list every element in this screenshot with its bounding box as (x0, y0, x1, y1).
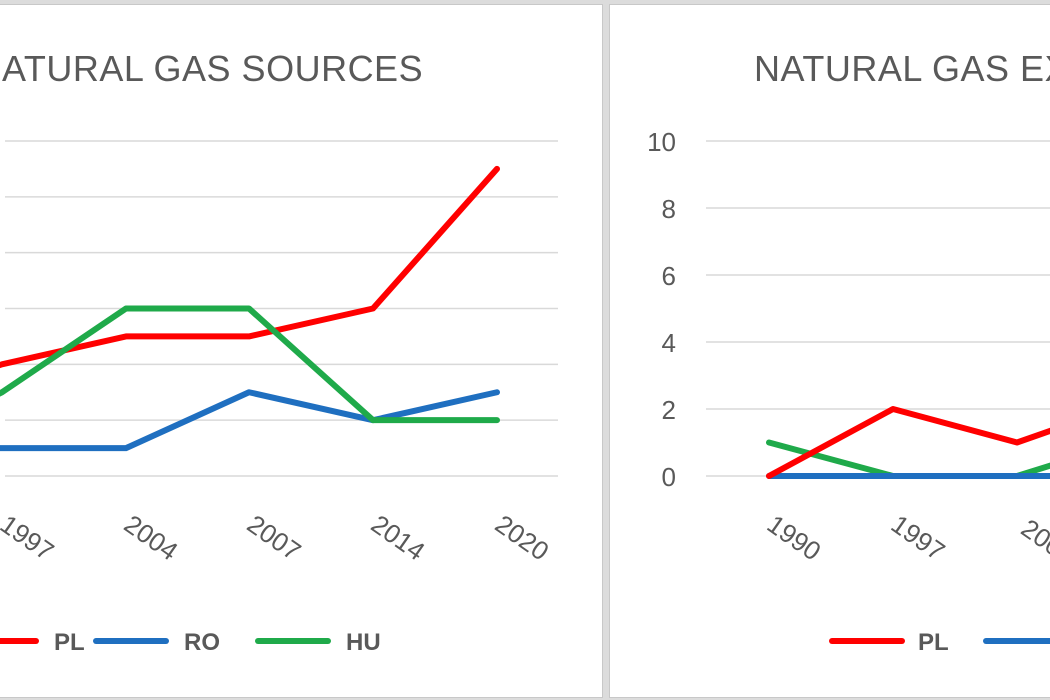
x-tick-label: 2004 (119, 509, 184, 567)
chart-panel-sources: ATURAL GAS SOURCES 1997 2004 2007 2014 2020 … (0, 4, 603, 698)
legend-label-hu: HU (346, 629, 381, 656)
legend-label-pl: PL (918, 629, 949, 656)
series-line-pl (0, 165, 500, 369)
chart-title: NATURAL GAS EX (754, 48, 1050, 89)
y-tick-label: 0 (662, 462, 676, 492)
x-tick-label: 2007 (242, 509, 307, 567)
chart-title: ATURAL GAS SOURCES (2, 48, 423, 89)
y-tick-label: 2 (662, 395, 676, 425)
series-line-hu (766, 439, 1050, 479)
y-tick-label: 10 (647, 127, 676, 157)
x-tick-label: 1990 (762, 509, 827, 567)
chart-panel-exports: NATURAL GAS EX 0 2 4 6 8 10 1990 1997 200 PL (609, 4, 1050, 698)
legend-label-pl: PL (54, 629, 85, 656)
x-tick-label: 200 (1016, 513, 1050, 562)
x-tick-label: 2020 (490, 509, 555, 567)
series-line-ro (0, 389, 500, 452)
sources-chart: ATURAL GAS SOURCES 1997 2004 2007 2014 2020 … (0, 48, 558, 656)
series-line-hu (0, 305, 500, 424)
y-tick-label: 8 (662, 194, 676, 224)
x-tick-label: 1997 (0, 509, 59, 567)
y-tick-label: 4 (662, 328, 676, 358)
y-tick-label: 6 (662, 261, 676, 291)
series-line-pl (766, 406, 1050, 479)
legend-label-ro: RO (184, 629, 220, 656)
x-tick-label: 1997 (886, 509, 951, 567)
x-tick-label: 2014 (366, 509, 431, 567)
exports-chart: NATURAL GAS EX 0 2 4 6 8 10 1990 1997 200 PL (647, 48, 1050, 656)
